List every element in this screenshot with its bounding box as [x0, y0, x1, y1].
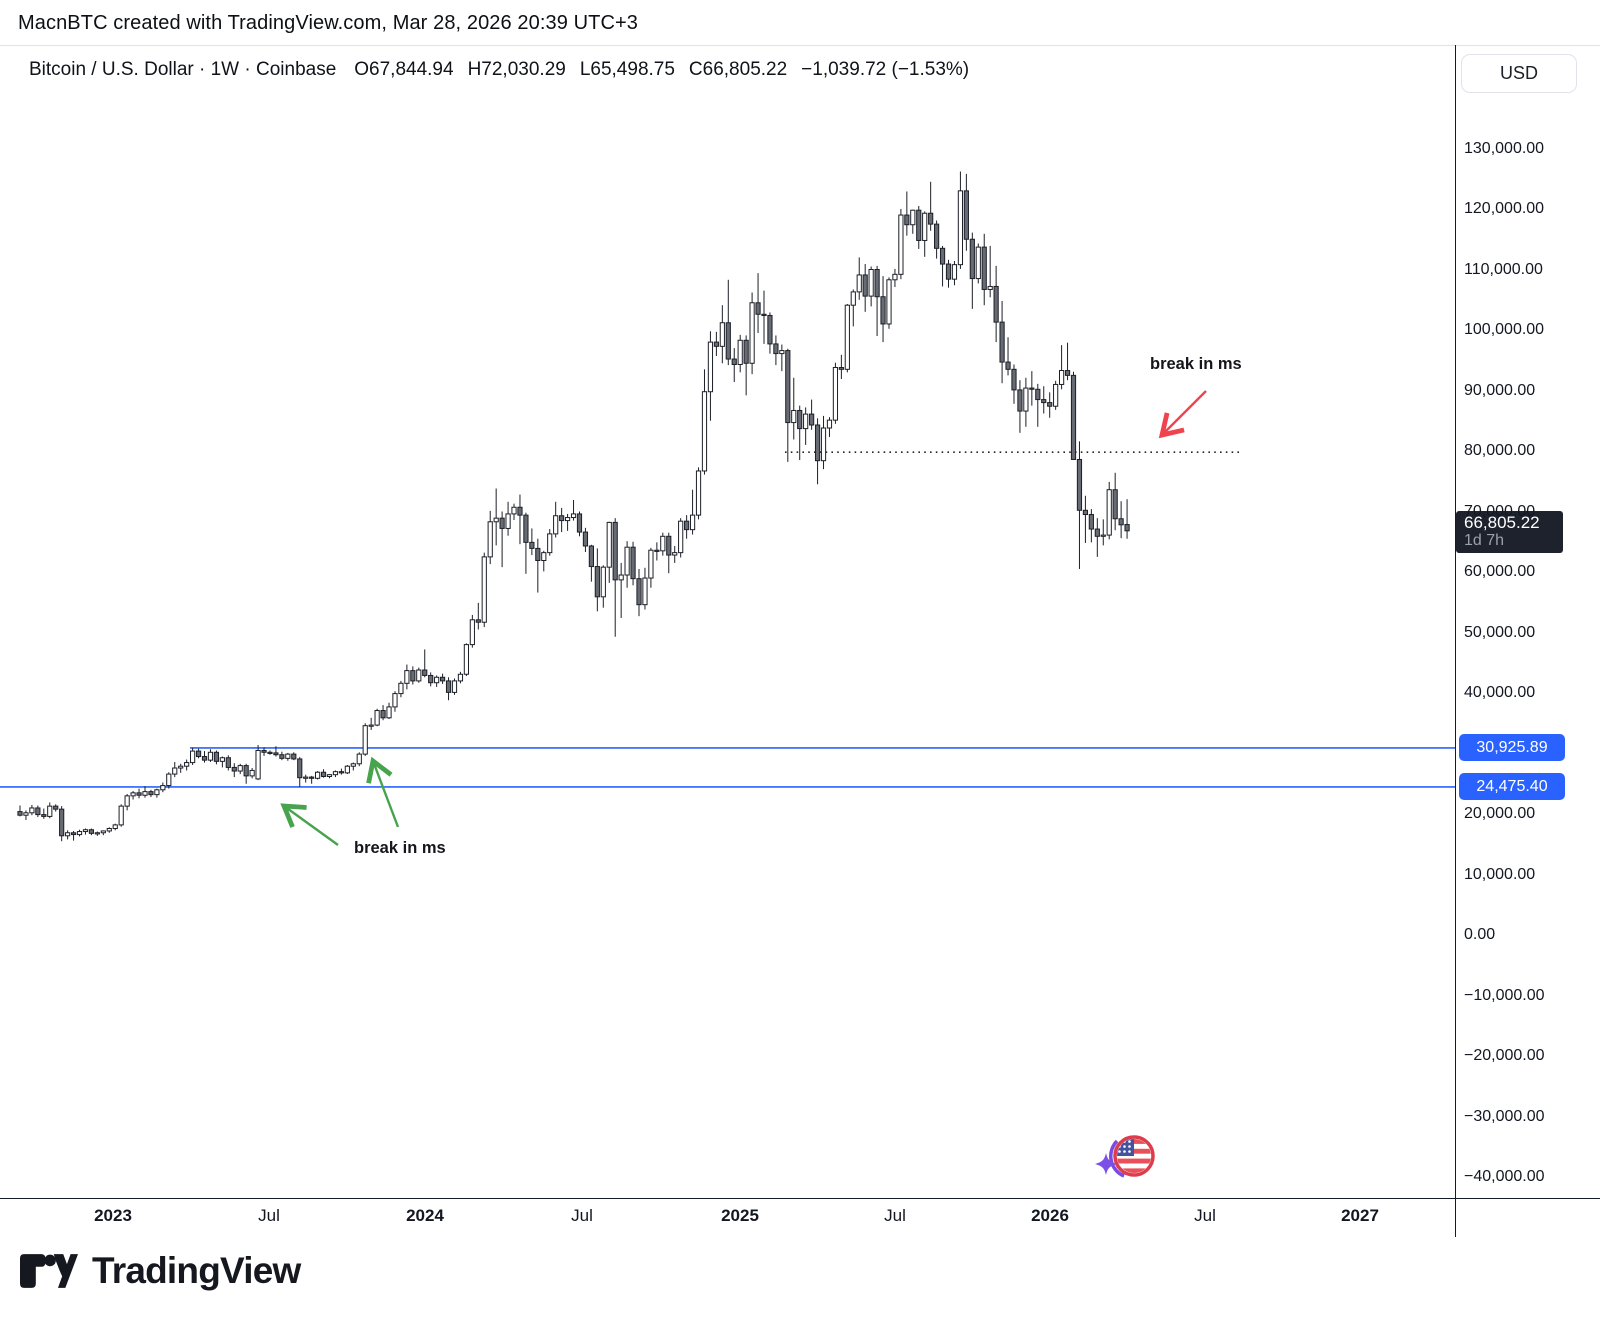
attribution-text: MacnBTC created with TradingView.com, Ma…: [18, 12, 639, 34]
bar-countdown: 1d 7h: [1464, 531, 1505, 549]
price-axis-label: −40,000.00: [1464, 1168, 1545, 1185]
price-axis-label: 20,000.00: [1464, 805, 1536, 822]
price-axis-label: −10,000.00: [1464, 986, 1545, 1004]
time-axis-label: 2026: [1031, 1206, 1069, 1225]
time-axis-label: Jul: [258, 1206, 280, 1225]
red-arrow-annotation[interactable]: [1158, 390, 1207, 439]
time-axis-label: Jul: [1194, 1206, 1216, 1225]
time-axis-label: Jul: [571, 1206, 593, 1225]
price-axis-label: 0.00: [1464, 926, 1496, 943]
current-price-value: 66,805.22: [1464, 512, 1540, 532]
horizontal-level-lines[interactable]: [0, 451, 1455, 788]
tradingview-logo-text: TradingView: [92, 1250, 301, 1291]
price-axis-label: 50,000.00: [1464, 623, 1536, 641]
level-price-tag: 30,925.89: [1459, 734, 1565, 762]
price-axis-label: 90,000.00: [1464, 381, 1536, 399]
green-arrow-annotation-left[interactable]: [280, 803, 339, 846]
legend-open: O67,844.94: [354, 59, 454, 80]
time-axis-label: 2027: [1341, 1206, 1379, 1225]
price-axis-label: 70,000.00: [1464, 502, 1536, 520]
legend-close: C66,805.22: [688, 59, 788, 80]
price-axis-label: 130,000.00: [1464, 139, 1545, 157]
current-price-tag: 66,805.22 1d 7h: [1456, 510, 1563, 553]
legend-change: −1,039.72 (−1.53%): [801, 59, 970, 80]
green-note-text[interactable]: break in ms: [354, 839, 446, 857]
tradingview-logo-icon: [20, 1254, 78, 1288]
currency-usd-button[interactable]: USD: [1461, 54, 1577, 93]
price-axis-label: −30,000.00: [1464, 1107, 1545, 1125]
level-price-tag: 24,475.40: [1459, 773, 1565, 801]
legend-low: L65,498.75: [579, 59, 675, 80]
time-axis-label: 2024: [406, 1206, 444, 1225]
price-axis-label: 110,000.00: [1464, 260, 1543, 278]
price-axis-label: 40,000.00: [1464, 684, 1536, 701]
tradingview-logo[interactable]: TradingView: [20, 1250, 301, 1292]
time-axis-label: 2023: [94, 1206, 132, 1225]
price-axis-label: 10,000.00: [1464, 865, 1536, 883]
price-axis-label: 80,000.00: [1464, 442, 1536, 459]
chart-legend: Bitcoin / U.S. Dollar · 1W · Coinbase O6…: [29, 59, 969, 81]
price-axis-label: 120,000.00: [1464, 200, 1545, 217]
price-axis-label: 60,000.00: [1464, 563, 1536, 580]
candlestick-series: [17, 171, 1130, 842]
green-arrow-annotation-right[interactable]: [366, 756, 400, 828]
price-axis-label: 100,000.00: [1464, 321, 1545, 338]
red-note-text[interactable]: break in ms: [1150, 355, 1242, 373]
legend-high: H72,030.29: [467, 59, 566, 80]
price-axis-label: −20,000.00: [1464, 1047, 1545, 1064]
time-axis-label: Jul: [884, 1206, 906, 1225]
us-flag-sticker-icon: [1095, 1135, 1155, 1178]
legend-symbol[interactable]: Bitcoin / U.S. Dollar · 1W · Coinbase: [29, 59, 337, 80]
time-axis-label: 2025: [721, 1206, 759, 1225]
sparkle-icon: [1095, 1153, 1117, 1175]
